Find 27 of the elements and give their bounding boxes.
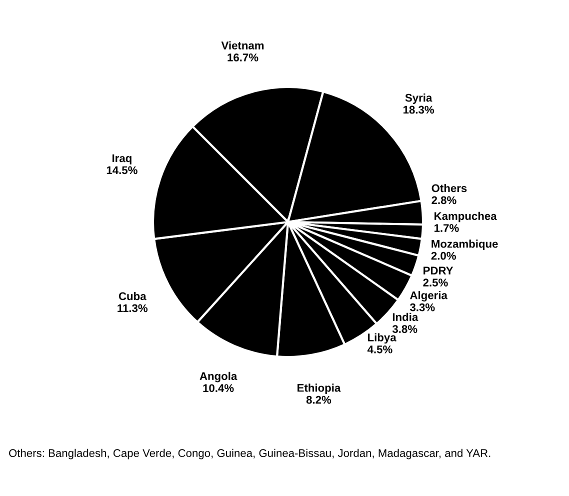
slice-label: Libya bbox=[368, 333, 396, 344]
slice-label: Kampuchea bbox=[434, 212, 497, 222]
data-label: 3.8% bbox=[392, 325, 418, 333]
data-label: 1.7% bbox=[434, 224, 459, 232]
data-label: 2.0% bbox=[431, 252, 456, 260]
slice-label: Vietnam bbox=[221, 41, 264, 50]
data-label: 8.2% bbox=[306, 396, 332, 404]
data-label: 10.4% bbox=[203, 384, 234, 392]
data-label: 16.7% bbox=[228, 54, 258, 62]
slice-label: Syria bbox=[405, 94, 432, 104]
data-label: 4.5% bbox=[367, 345, 392, 354]
data-label: 2.5% bbox=[423, 278, 448, 287]
slice-label: Iraq bbox=[112, 154, 132, 164]
slice-label: Algeria bbox=[410, 291, 448, 302]
slice-label: PDRY bbox=[424, 266, 454, 274]
data-label: 3.3% bbox=[410, 303, 435, 312]
slice-label: Angola bbox=[200, 372, 238, 382]
data-label: 18.3% bbox=[403, 106, 434, 114]
slice-label: Others bbox=[432, 184, 467, 192]
data-label: 11.3% bbox=[118, 304, 148, 312]
slice-label: Ethiopia bbox=[298, 384, 341, 394]
text: Others: Bangladesh, Cape Verde, Congo, Guinea, Guinea-Bissau, Jordan, Madagascar, and YAR. bbox=[9, 448, 490, 460]
slice-label: India bbox=[392, 312, 418, 321]
data-label: 14.5% bbox=[106, 166, 138, 174]
data-label: 2.8% bbox=[432, 196, 456, 204]
slice-label: Mozambique bbox=[432, 240, 498, 250]
slice-label: Cuba bbox=[118, 292, 146, 300]
